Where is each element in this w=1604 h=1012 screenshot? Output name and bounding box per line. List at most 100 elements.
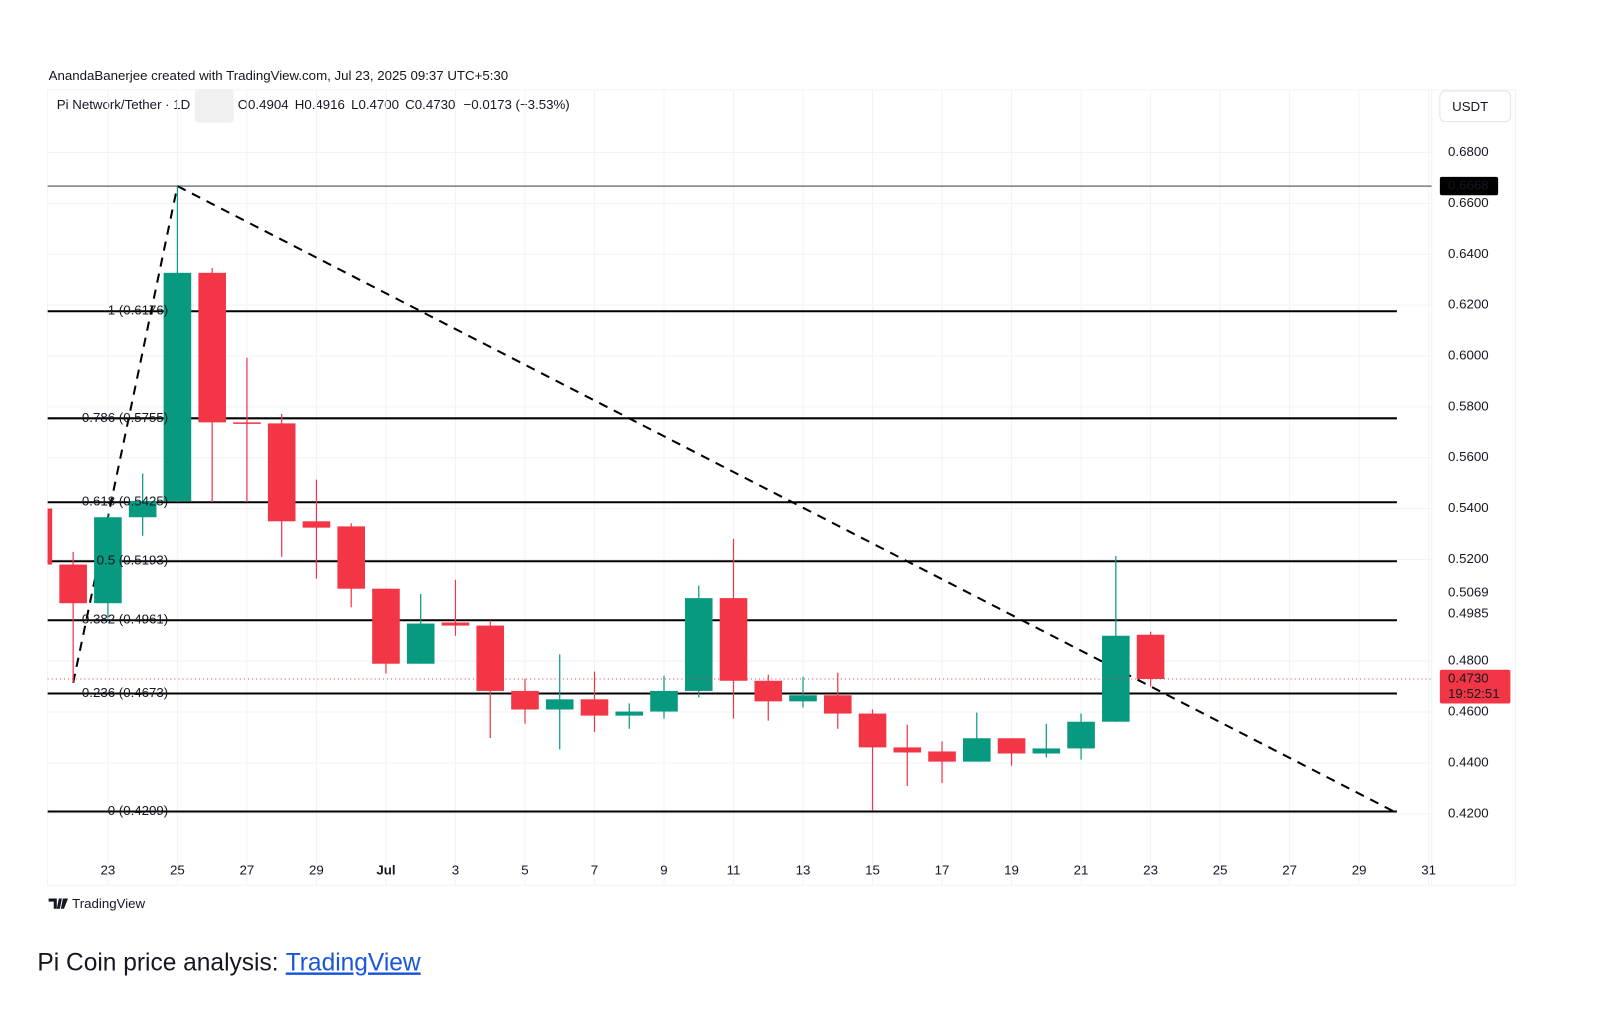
y-tick-label: 0.5200 — [1448, 551, 1489, 566]
y-tick-label: 0.6200 — [1448, 297, 1489, 312]
ohlc-key: L — [351, 97, 358, 112]
y-tick-label: 0.5400 — [1448, 500, 1489, 515]
candle-body — [337, 526, 365, 589]
x-tick-label: 7 — [591, 862, 598, 877]
ohlc-key: H — [295, 97, 305, 112]
x-tick-label: 29 — [309, 862, 324, 877]
attribution: AnandaBanerjee created with TradingView.… — [49, 68, 509, 83]
x-tick-label: 23 — [1143, 862, 1158, 877]
candle-body — [963, 738, 991, 762]
countdown: 19:52:51 — [1448, 686, 1500, 701]
price-label: 0.5069 — [1448, 584, 1489, 599]
x-tick-label: 9 — [660, 862, 667, 877]
candle-body — [476, 625, 505, 691]
y-tick-label: 0.6400 — [1448, 246, 1489, 261]
ohlc-value: 0.4916 — [304, 97, 345, 112]
high-label: 0.6668 — [1448, 178, 1489, 193]
legend-icon-box — [194, 88, 234, 123]
trendline — [72, 185, 179, 684]
candle-body — [372, 588, 400, 664]
logo-text: TradingView — [72, 896, 145, 911]
candle-body — [302, 521, 331, 528]
symbol: Pi Network/Tether · 1D — [57, 97, 190, 112]
candle-body — [545, 699, 574, 710]
candle-body — [719, 598, 748, 681]
ohlc-legend: O 0.4904 H 0.4916 L 0.4700 C 0.4730 −0.0173 (−3.… — [238, 97, 570, 112]
candle-body — [997, 738, 1026, 754]
candle-body — [511, 690, 539, 710]
y-tick-label: 0.5800 — [1448, 398, 1489, 413]
last-price-label: 0.4730 — [1448, 670, 1489, 685]
candle-body — [59, 564, 87, 604]
candle-body — [1032, 748, 1061, 754]
fib-label: 0.786 (0.5755) — [82, 410, 168, 425]
x-tick-label: 17 — [935, 862, 950, 877]
candle-body — [1067, 721, 1095, 749]
x-tick-label: 23 — [101, 862, 116, 877]
fib-label: 0.382 (0.4961) — [82, 612, 168, 627]
plot — [47, 89, 1432, 886]
candle-body — [267, 423, 296, 522]
x-tick-label: 15 — [865, 862, 880, 877]
y-tick-label: 0.6800 — [1448, 144, 1489, 159]
x-tick-label: Jul — [376, 862, 395, 877]
candle-body — [233, 422, 261, 424]
ohlc-key: C — [405, 97, 415, 112]
ohlc-value: 0.4730 — [415, 97, 456, 112]
candle-body — [823, 695, 852, 714]
candle-body — [650, 690, 678, 712]
last-price-tag — [1439, 669, 1511, 704]
currency-box[interactable] — [1439, 90, 1511, 123]
x-tick-label: 27 — [240, 862, 255, 877]
x-tick-label: 3 — [452, 862, 459, 877]
ohlc-value: 0.4904 — [248, 97, 289, 112]
candle-body — [163, 272, 192, 501]
candle-body — [580, 699, 609, 716]
y-tick-label: 0.4600 — [1448, 704, 1489, 719]
x-tick-label: 27 — [1282, 862, 1297, 877]
candle-body — [754, 680, 783, 702]
candle-body — [615, 711, 644, 716]
candle-body — [893, 747, 922, 753]
caption-link[interactable]: TradingView — [286, 949, 421, 976]
y-tick-label: 0.4200 — [1448, 805, 1489, 820]
chart-frame — [47, 89, 1517, 886]
caption-link-anchor[interactable]: TradingView — [286, 949, 421, 976]
y-tick-label: 0.4400 — [1448, 754, 1489, 769]
axes: 0.6800 0.6600 0.6400 0.6200 0.6000 0.5800 0.56… — [82, 144, 1511, 877]
candle-body — [128, 500, 157, 518]
y-tick-label: 0.5600 — [1448, 449, 1489, 464]
logo-mark — [48, 898, 69, 909]
tv-logo: TradingView — [48, 896, 146, 911]
candle-body — [928, 751, 956, 762]
x-tick-label: 25 — [170, 862, 185, 877]
x-tick-label: 19 — [1004, 862, 1019, 877]
candle-body — [47, 508, 53, 565]
y-tick-label: 0.4800 — [1448, 653, 1489, 668]
price-label: 0.4985 — [1448, 606, 1489, 621]
high-tag — [1439, 176, 1499, 196]
ohlc-value: 0.4700 — [358, 97, 399, 112]
fib-label: 0.5 (0.5193) — [97, 553, 169, 568]
fib-label: 1 (0.6176) — [108, 303, 168, 318]
candle-body — [198, 272, 226, 423]
candle-body — [94, 517, 122, 604]
x-tick-label: 13 — [796, 862, 811, 877]
fib-label: 0.236 (0.4673) — [82, 685, 168, 700]
caption: Pi Coin price analysis: — [37, 949, 278, 976]
fib-label: 0 (0.4209) — [108, 803, 168, 818]
x-tick-label: 5 — [521, 862, 528, 877]
x-tick-label: 25 — [1213, 862, 1228, 877]
x-tick-label: 11 — [727, 862, 741, 877]
candle-body — [406, 623, 435, 664]
x-tick-label: 21 — [1074, 862, 1089, 877]
currency[interactable]: USDT — [1452, 99, 1488, 114]
candle-body — [441, 622, 470, 626]
x-tick-label: 29 — [1352, 862, 1367, 877]
candle-body — [858, 713, 887, 748]
y-tick-label: 0.6000 — [1448, 348, 1489, 363]
x-tick-label: 31 — [1421, 862, 1436, 877]
